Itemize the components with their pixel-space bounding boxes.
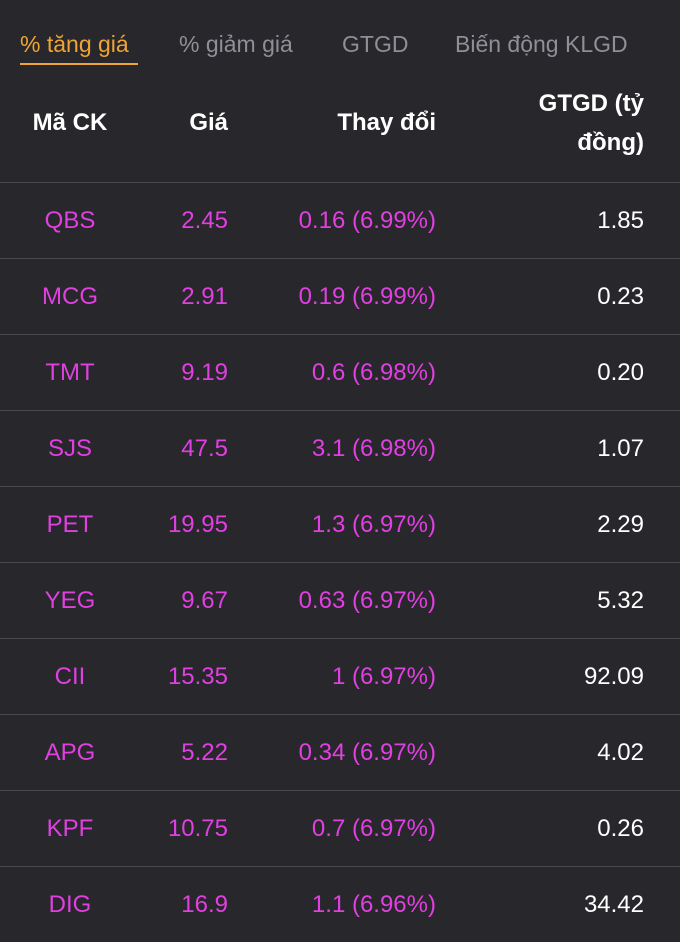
stock-code: YEG	[44, 587, 96, 614]
column-header-price: Giá	[189, 109, 228, 136]
tab-volume-change[interactable]: Biến động KLGD	[455, 31, 628, 57]
stock-price: 19.95	[167, 511, 228, 538]
tab-trading-value[interactable]: GTGD	[342, 31, 409, 57]
stock-price: 10.75	[167, 815, 228, 842]
trading-value: 2.29	[597, 511, 644, 538]
trading-value: 34.42	[583, 891, 644, 918]
stock-code: SJS	[47, 435, 92, 462]
stock-code: TMT	[45, 359, 95, 386]
column-header-value-line2: đồng)	[577, 129, 644, 156]
trading-value: 5.32	[597, 587, 644, 614]
stock-price: 47.5	[181, 435, 228, 462]
stock-code: CII	[54, 663, 86, 690]
column-header-code: Mã CK	[32, 109, 108, 136]
price-change: 0.7 (6.97%)	[311, 815, 436, 842]
stock-table: QBS 2.45 0.16 (6.99%) 1.85 MCG 2.91 0.19 (6.99…	[0, 183, 680, 942]
stock-code: DIG	[48, 891, 92, 918]
stock-code: MCG	[42, 283, 98, 310]
active-tab-indicator	[20, 63, 138, 65]
price-change: 1 (6.97%)	[331, 663, 436, 690]
trading-value: 0.20	[597, 359, 644, 386]
price-change: 3.1 (6.98%)	[311, 435, 436, 462]
price-change: 0.6 (6.98%)	[311, 359, 436, 386]
table-row[interactable]: YEG 9.67 0.63 (6.97%) 5.32	[0, 563, 680, 639]
tab-top-gainers[interactable]: % tăng giá	[20, 31, 129, 57]
tab-bar: % tăng giá % giảm giá GTGD Biến động KLG…	[0, 0, 680, 82]
trading-value: 1.85	[597, 207, 644, 234]
stock-code: KPF	[46, 815, 94, 842]
stock-price: 9.67	[181, 587, 228, 614]
price-change: 1.3 (6.97%)	[311, 511, 436, 538]
trading-value: 0.26	[597, 815, 644, 842]
trading-value: 92.09	[583, 663, 644, 690]
stock-price: 5.22	[181, 739, 228, 766]
table-row[interactable]: MCG 2.91 0.19 (6.99%) 0.23	[0, 259, 680, 335]
trading-value: 4.02	[597, 739, 644, 766]
price-change: 0.34 (6.97%)	[298, 739, 436, 766]
table-row[interactable]: PET 19.95 1.3 (6.97%) 2.29	[0, 487, 680, 563]
trading-value: 1.07	[597, 435, 644, 462]
price-change: 1.1 (6.96%)	[311, 891, 436, 918]
column-header-change: Thay đổi	[337, 109, 436, 136]
stock-price: 15.35	[167, 663, 228, 690]
stock-price: 9.19	[181, 359, 228, 386]
table-row[interactable]: KPF 10.75 0.7 (6.97%) 0.26	[0, 791, 680, 867]
stock-price: 2.91	[181, 283, 228, 310]
price-change: 0.63 (6.97%)	[298, 587, 436, 614]
table-row[interactable]: DIG 16.9 1.1 (6.96%) 34.42	[0, 867, 680, 942]
stock-price: 2.45	[181, 207, 228, 234]
stock-code: PET	[46, 511, 94, 538]
table-row[interactable]: APG 5.22 0.34 (6.97%) 4.02	[0, 715, 680, 791]
price-change: 0.19 (6.99%)	[298, 283, 436, 310]
table-row[interactable]: CII 15.35 1 (6.97%) 92.09	[0, 639, 680, 715]
table-row[interactable]: SJS 47.5 3.1 (6.98%) 1.07	[0, 411, 680, 487]
stock-price: 16.9	[181, 891, 228, 918]
table-row[interactable]: QBS 2.45 0.16 (6.99%) 1.85	[0, 183, 680, 259]
column-header-value-line1: GTGD (tỷ	[538, 90, 644, 117]
stock-code: APG	[44, 739, 96, 766]
table-row[interactable]: TMT 9.19 0.6 (6.98%) 0.20	[0, 335, 680, 411]
table-header: Mã CK Giá Thay đổi GTGD (tỷ đồng)	[0, 82, 680, 183]
trading-value: 0.23	[597, 283, 644, 310]
tab-top-losers[interactable]: % giảm giá	[179, 31, 293, 57]
stock-code: QBS	[44, 207, 96, 234]
price-change: 0.16 (6.99%)	[298, 207, 436, 234]
